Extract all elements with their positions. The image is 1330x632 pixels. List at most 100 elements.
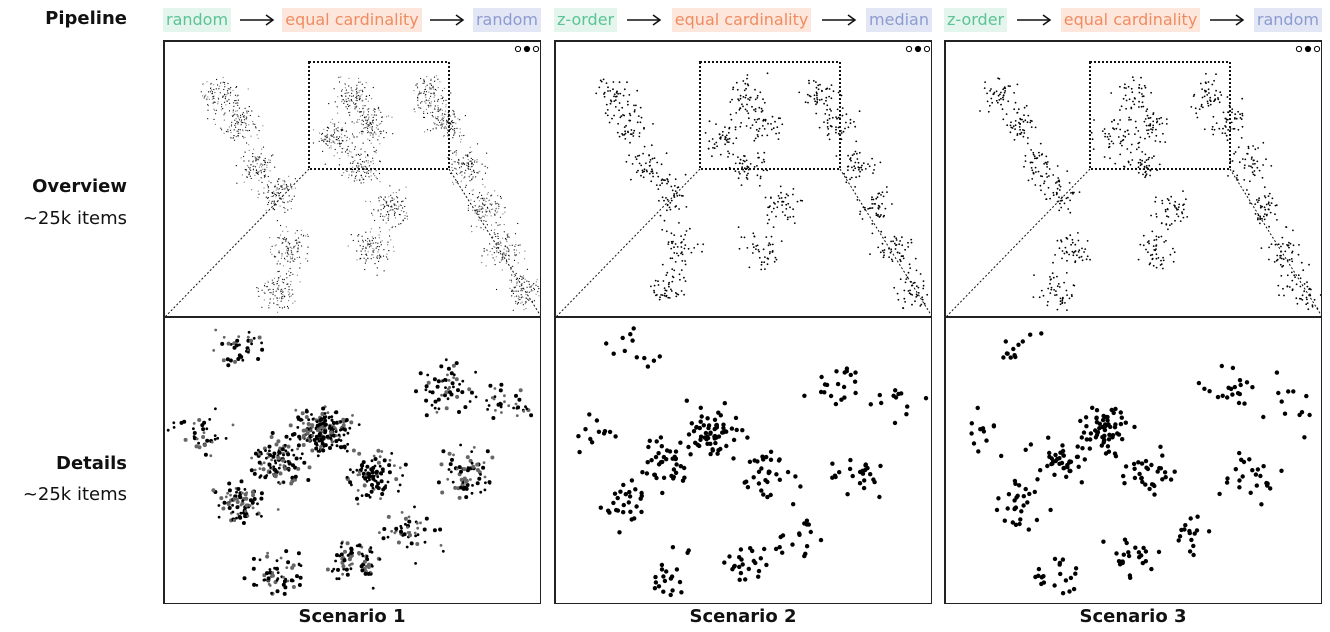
data-point [368, 160, 369, 161]
data-point [493, 398, 496, 401]
data-point [489, 200, 490, 201]
data-point [821, 90, 823, 92]
data-point [344, 101, 345, 102]
data-point [236, 136, 237, 137]
data-point [712, 147, 714, 149]
data-point [379, 455, 382, 458]
data-point [1077, 232, 1079, 234]
data-point [233, 137, 234, 138]
data-point [295, 574, 299, 578]
data-point [427, 85, 428, 86]
data-point [202, 421, 206, 425]
data-point [268, 202, 269, 203]
data-point [657, 188, 659, 190]
data-point [1125, 95, 1127, 97]
data-point [1248, 165, 1250, 167]
data-point [622, 114, 624, 116]
data-point [1120, 437, 1124, 441]
data-point [513, 310, 514, 311]
data-point [746, 485, 750, 489]
data-point [756, 97, 758, 99]
data-point [367, 122, 368, 123]
data-point [1163, 241, 1165, 243]
data-point [845, 122, 847, 124]
data-point [235, 95, 236, 96]
data-point [323, 129, 324, 130]
data-point [406, 526, 409, 529]
data-point [516, 283, 517, 284]
data-point [380, 231, 381, 232]
data-point [836, 118, 838, 120]
data-point [660, 215, 662, 217]
data-point [363, 248, 364, 249]
data-point [1296, 283, 1298, 285]
data-point [337, 113, 338, 114]
data-point [442, 103, 443, 104]
data-point [1004, 86, 1006, 88]
data-point [576, 434, 580, 438]
data-point [1248, 147, 1250, 149]
data-point [1258, 197, 1260, 199]
data-point [211, 441, 214, 444]
data-point [291, 449, 294, 452]
data-point [466, 455, 470, 459]
data-point [377, 267, 378, 268]
data-point [261, 182, 262, 183]
data-point [1012, 127, 1014, 129]
data-point [388, 218, 389, 219]
data-point [377, 275, 378, 276]
data-point [291, 248, 292, 249]
data-point [1069, 234, 1071, 236]
data-point [331, 419, 334, 422]
data-point [835, 132, 837, 134]
data-point [420, 102, 421, 103]
data-point [855, 151, 857, 153]
data-point [253, 123, 254, 124]
data-point [243, 117, 244, 118]
data-point [655, 280, 657, 282]
data-point [1204, 96, 1206, 98]
data-point [670, 588, 674, 592]
data-point [388, 214, 389, 215]
data-point [636, 171, 638, 173]
data-point [832, 117, 834, 119]
data-point [475, 205, 476, 206]
data-point [274, 202, 275, 203]
data-point [498, 204, 499, 205]
data-point [373, 147, 374, 148]
data-point [258, 291, 259, 292]
data-point [239, 133, 240, 134]
data-point [1231, 112, 1233, 114]
data-point [471, 171, 472, 172]
data-point [209, 99, 210, 100]
data-point [282, 201, 283, 202]
data-point [657, 584, 661, 588]
data-point [527, 269, 528, 270]
data-point [465, 155, 466, 156]
data-point [894, 236, 896, 238]
data-point [1166, 123, 1168, 125]
data-point [732, 88, 734, 90]
data-point [598, 87, 600, 89]
data-point [988, 111, 990, 113]
data-point [747, 74, 749, 76]
data-point [296, 240, 297, 241]
data-point [658, 354, 662, 358]
data-point [1109, 143, 1111, 145]
data-point [1086, 258, 1088, 260]
data-point [739, 107, 741, 109]
data-point [666, 290, 668, 292]
data-point [693, 441, 697, 445]
data-point [235, 111, 236, 112]
data-point [792, 194, 794, 196]
data-point [673, 234, 675, 236]
data-point [261, 153, 262, 154]
data-point [673, 252, 675, 254]
data-point [1310, 289, 1312, 291]
data-point [1186, 216, 1188, 218]
data-point [434, 123, 435, 124]
data-point [277, 181, 278, 182]
data-point [416, 522, 419, 525]
data-point [652, 123, 654, 125]
data-point [884, 249, 886, 251]
